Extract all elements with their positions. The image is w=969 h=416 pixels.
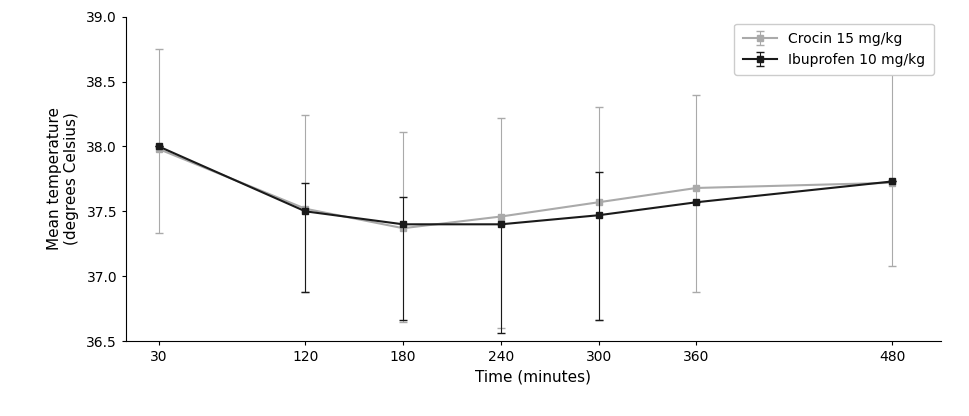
Legend: Crocin 15 mg/kg, Ibuprofen 10 mg/kg: Crocin 15 mg/kg, Ibuprofen 10 mg/kg bbox=[734, 24, 933, 75]
X-axis label: Time (minutes): Time (minutes) bbox=[475, 370, 591, 385]
Y-axis label: Mean temperature
(degrees Celsius): Mean temperature (degrees Celsius) bbox=[47, 107, 79, 250]
